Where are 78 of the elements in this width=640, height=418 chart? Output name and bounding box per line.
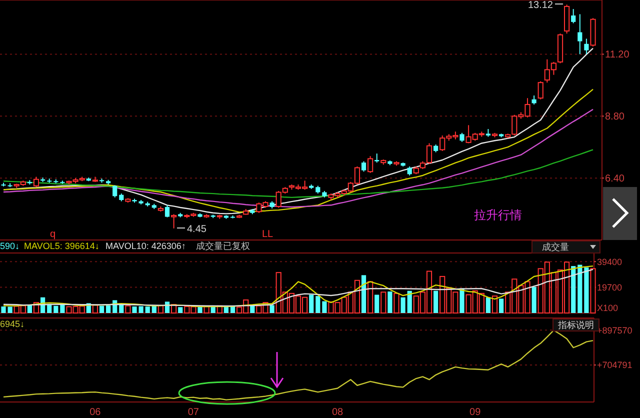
y-tick-label: 11.20 (605, 50, 630, 61)
bar (210, 307, 216, 313)
text: MAVOL5: 396614↓ (24, 241, 100, 251)
bar (152, 306, 156, 313)
bar (224, 306, 228, 313)
bar (486, 297, 490, 313)
bar (270, 305, 274, 313)
bar (368, 281, 374, 314)
bar (125, 305, 131, 314)
text: MAVOL10: 426306↑ (106, 241, 186, 251)
bar (92, 304, 98, 314)
bar (407, 290, 412, 313)
bar (145, 306, 150, 313)
bar (584, 267, 589, 313)
candlestick (171, 214, 177, 229)
candlestick (460, 132, 464, 142)
bar (54, 306, 58, 313)
bar (394, 292, 400, 314)
candlestick (361, 160, 366, 172)
bar (374, 294, 380, 313)
y-axis-title: X100 (597, 303, 618, 313)
y-tick-label: 8.80 (605, 112, 625, 123)
candlestick (571, 8, 576, 24)
bar (138, 306, 144, 313)
bar (388, 291, 392, 313)
y-tick-label: 6.40 (605, 174, 625, 185)
line-series (2, 108, 594, 208)
candlestick (584, 38, 589, 55)
bar (27, 305, 32, 313)
line-series (2, 149, 594, 198)
text: 6945↓ (0, 319, 25, 329)
annotation: 指标说明 (557, 320, 594, 330)
bar (499, 298, 504, 313)
bar (132, 306, 137, 313)
bar (178, 307, 183, 313)
bar (316, 296, 320, 313)
candlestick (374, 153, 380, 164)
candlestick (578, 14, 582, 55)
bar (322, 301, 327, 313)
bar (8, 306, 12, 313)
bar (590, 268, 596, 314)
x-tick-label: 09 (470, 407, 482, 418)
annotation: LL (262, 229, 274, 240)
candlestick (407, 166, 412, 176)
bar (361, 275, 366, 313)
bar (309, 294, 314, 313)
bar (380, 292, 386, 314)
text: 成交量 (542, 242, 569, 252)
x-tick-label: 07 (188, 407, 200, 418)
bar (434, 290, 438, 313)
bar (492, 296, 498, 314)
text: 590↓ (0, 241, 20, 251)
bar (106, 305, 111, 313)
annotation: 13.12 (528, 0, 554, 11)
y-tick-label: +897570 (597, 325, 632, 336)
text: 成交量已复权 (196, 241, 250, 251)
annotation: 拉升行情 (474, 208, 522, 222)
bar (99, 306, 104, 313)
candlestick (368, 156, 374, 174)
y-tick-label: +704791 (597, 360, 632, 370)
annotation: q (50, 229, 56, 240)
bar (532, 286, 536, 313)
y-tick-label: 19700 (597, 282, 622, 292)
x-tick-label: 06 (90, 407, 102, 418)
bar (1, 306, 6, 313)
bar (400, 297, 406, 313)
candlestick (112, 184, 118, 198)
bar (571, 266, 576, 313)
line-series (2, 330, 594, 400)
bar (578, 264, 582, 313)
bar (460, 288, 464, 313)
x-tick-label: 08 (332, 407, 344, 418)
annotation: 4.45 (187, 224, 207, 235)
candlestick (33, 176, 40, 188)
bar (60, 304, 65, 313)
y-tick-label: 39400 (597, 256, 622, 267)
candlestick (538, 80, 544, 100)
candlestick (164, 204, 170, 218)
